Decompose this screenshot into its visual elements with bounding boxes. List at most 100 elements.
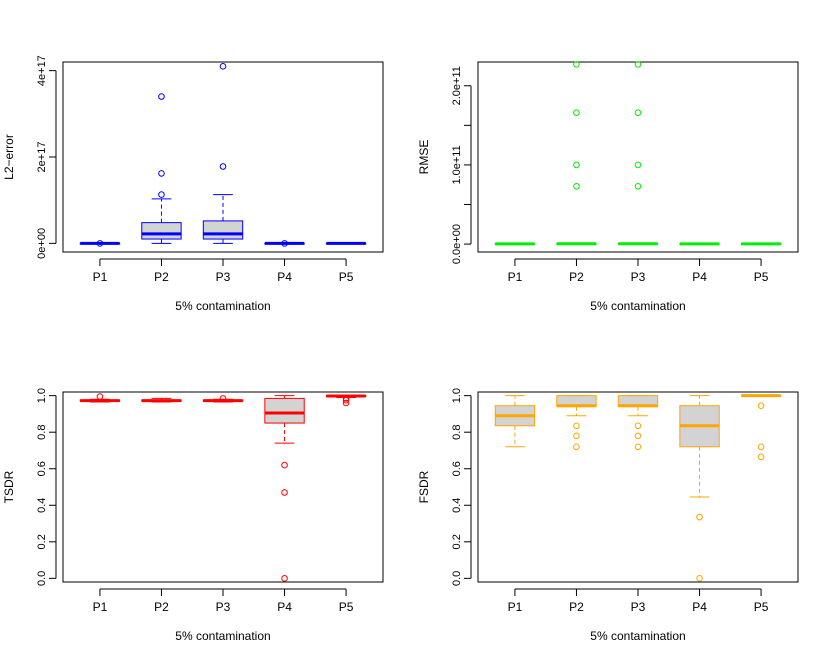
outlier-point <box>573 61 580 68</box>
box-p2 <box>141 397 182 403</box>
x-axis-label: 5% contamination <box>590 299 685 313</box>
y-tick-label: 0.2 <box>451 534 463 549</box>
x-tick-label-p4: P4 <box>692 600 707 614</box>
panel-l2-error: 0e+00 2e+17 4e+17 L2−error P1 P2 P3 P4 P5 5% cont… <box>2 55 384 313</box>
y-axis-label: RMSE <box>417 140 431 175</box>
outlier-point <box>573 443 580 451</box>
box-p2 <box>556 395 597 451</box>
y-tick-label: 4e+17 <box>36 55 48 86</box>
outlier-point <box>634 422 642 430</box>
outlier-point <box>342 395 350 402</box>
outlier-point <box>634 161 642 169</box>
x-tick-label-p1: P1 <box>93 270 108 284</box>
y-tick-label: 2.0e+11 <box>451 66 463 105</box>
x-tick-label-p2: P2 <box>154 270 169 284</box>
x-axis-label: 5% contamination <box>175 629 270 643</box>
box-p3 <box>202 395 244 403</box>
iqr-box <box>264 397 305 424</box>
iqr-box <box>202 220 244 240</box>
x-tick-label-p5: P5 <box>339 270 354 284</box>
outlier-point <box>281 489 288 496</box>
outlier-point <box>634 109 642 116</box>
box-p1 <box>79 240 121 247</box>
y-tick-label: 0.0e+00 <box>451 224 463 264</box>
x-tick-label-p3: P3 <box>631 270 646 284</box>
box-p2 <box>556 61 597 246</box>
box-p5 <box>325 241 367 245</box>
x-tick-label-p2: P2 <box>569 270 584 284</box>
outlier-point <box>696 513 703 521</box>
box-p4 <box>264 395 305 582</box>
outlier-point <box>96 393 104 400</box>
outlier-point <box>219 63 227 70</box>
y-tick-label: 1.0 <box>451 388 463 403</box>
y-tick-label: 0.0 <box>36 571 48 586</box>
outlier-point <box>219 395 227 402</box>
outlier-point <box>696 575 703 582</box>
x-tick-label-p4: P4 <box>692 270 707 284</box>
outlier-point <box>634 61 642 68</box>
box-p3 <box>202 63 244 244</box>
x-axis-label: 5% contamination <box>590 629 685 643</box>
panel-fsdr: 0.0 0.2 0.4 0.6 0.8 1.0 FSDR P1 P2 P3 P4 P5 5% conta… <box>417 388 799 643</box>
x-tick-label-p1: P1 <box>508 270 523 284</box>
outlier-point <box>158 93 165 100</box>
outlier-point <box>96 240 104 247</box>
iqr-box <box>141 222 182 240</box>
outlier-point <box>158 170 165 177</box>
y-tick-label: 0.6 <box>451 461 463 476</box>
y-tick-label: 1.0 <box>36 388 48 403</box>
plot-frame <box>477 391 799 583</box>
plot-frame <box>62 391 384 583</box>
y-tick-label: 2e+17 <box>36 142 48 173</box>
box-p1 <box>79 393 121 403</box>
y-tick-label: 0.4 <box>451 498 463 513</box>
y-tick-label: 1.0e+11 <box>451 145 463 184</box>
outlier-point <box>757 402 765 410</box>
x-tick-label-p4: P4 <box>277 600 292 614</box>
outlier-point <box>573 161 580 169</box>
x-tick-label-p5: P5 <box>339 600 354 614</box>
x-tick-label-p3: P3 <box>631 600 646 614</box>
y-axis-label: TSDR <box>2 470 16 503</box>
outlier-point <box>573 182 580 190</box>
box-p5 <box>740 394 782 461</box>
y-axis-label: L2−error <box>2 134 16 180</box>
box-p5 <box>740 242 782 246</box>
box-p1 <box>494 395 536 448</box>
y-tick-label: 0.8 <box>451 425 463 440</box>
box-p4 <box>679 395 720 582</box>
outlier-point <box>158 191 165 198</box>
outlier-point <box>573 432 580 440</box>
outlier-point <box>757 453 765 461</box>
outlier-point <box>634 432 642 440</box>
x-axis-label: 5% contamination <box>175 299 270 313</box>
y-tick-label: 0.8 <box>36 425 48 440</box>
box-p4 <box>264 240 305 247</box>
plot-frame <box>477 61 799 253</box>
panel-rmse: 0.0e+00 1.0e+11 2.0e+11 RMSE P1 P2 P3 P4 P5 5% co… <box>417 61 799 313</box>
x-tick-label-p1: P1 <box>93 600 108 614</box>
y-tick-label: 0.0 <box>451 571 463 586</box>
y-tick-label: 0.6 <box>36 461 48 476</box>
outlier-point <box>573 109 580 116</box>
box-p3 <box>617 61 659 246</box>
outlier-point <box>757 443 765 451</box>
box-p3 <box>617 395 659 451</box>
box-p2 <box>141 93 182 244</box>
x-tick-label-p5: P5 <box>754 270 769 284</box>
x-tick-label-p2: P2 <box>569 600 584 614</box>
x-tick-label-p3: P3 <box>216 600 231 614</box>
y-axis-label: FSDR <box>417 470 431 503</box>
outlier-point <box>634 182 642 190</box>
outlier-point <box>634 443 642 451</box>
plot-frame <box>62 61 384 253</box>
x-tick-label-p5: P5 <box>754 600 769 614</box>
outlier-point <box>573 422 580 430</box>
x-tick-label-p2: P2 <box>154 600 169 614</box>
box-p5 <box>325 394 367 407</box>
outlier-point <box>281 575 288 582</box>
x-tick-label-p4: P4 <box>277 270 292 284</box>
x-tick-label-p3: P3 <box>216 270 231 284</box>
